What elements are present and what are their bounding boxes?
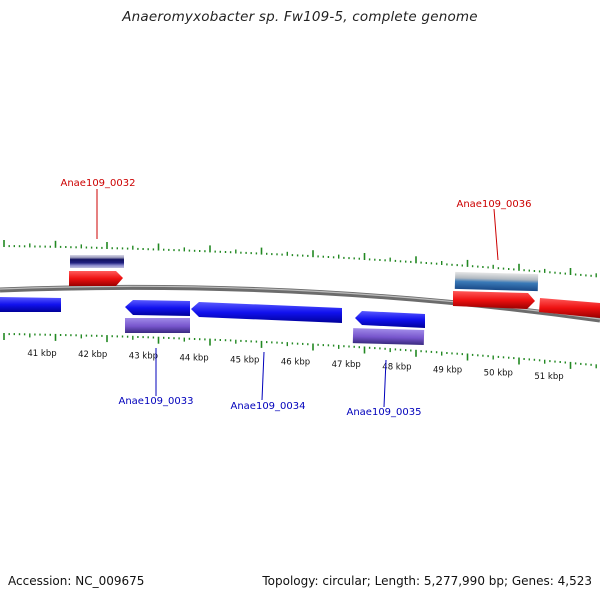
leader-line-anae109-0034 (261, 351, 265, 401)
accession-text: Accession: NC_009675 (8, 574, 145, 588)
kbp-label: 50 kbp (484, 369, 513, 379)
gene-anae109-0036[interactable] (453, 291, 535, 309)
feature-anae109-0035-product[interactable] (352, 328, 425, 345)
inner-scale-ticks (3, 333, 597, 369)
kbp-label: 46 kbp (281, 358, 310, 368)
feature-anae109-0032-product[interactable] (70, 255, 124, 268)
gene-label-anae109-0032[interactable]: Anae109_0032 (61, 178, 136, 189)
gene-label-anae109-0036[interactable]: Anae109_0036 (457, 199, 532, 210)
kbp-label: 49 kbp (433, 366, 462, 376)
genome-backbone (0, 284, 600, 323)
gene-label-anae109-0035[interactable]: Anae109_0035 (347, 407, 422, 418)
gene-anae109-0037-partial[interactable] (539, 298, 600, 318)
gene-label-anae109-0034[interactable]: Anae109_0034 (231, 401, 306, 412)
kbp-label: 43 kbp (129, 352, 158, 362)
gene-label-anae109-0033[interactable]: Anae109_0033 (119, 396, 194, 407)
feature-anae109-0033-product[interactable] (125, 318, 190, 333)
gene-anae109-0031-partial[interactable] (0, 297, 61, 312)
kbp-label: 51 kbp (534, 372, 563, 382)
gene-anae109-0032[interactable] (69, 271, 123, 286)
gene-anae109-0034[interactable] (191, 302, 342, 323)
kbp-label: 44 kbp (179, 353, 208, 363)
outer-scale-ticks (3, 240, 597, 278)
kbp-label: 48 kbp (382, 363, 411, 373)
genome-summary-text: Topology: circular; Length: 5,277,990 bp… (262, 574, 592, 588)
gene-anae109-0035[interactable] (355, 311, 425, 328)
kbp-label: 47 kbp (332, 360, 361, 370)
scale-labels: 41 kbp 42 kbp 43 kbp 44 kbp 45 kbp 46 kbp 47 k… (27, 349, 563, 382)
kbp-label: 41 kbp (27, 349, 56, 359)
feature-anae109-0036-product[interactable] (454, 271, 539, 292)
gene-anae109-0033[interactable] (125, 300, 190, 316)
page-title: Anaeromyxobacter sp. Fw109-5, complete g… (122, 9, 478, 25)
kbp-label: 45 kbp (230, 355, 259, 365)
leader-line-anae109-0035 (383, 359, 387, 408)
kbp-label: 42 kbp (78, 350, 107, 360)
leader-line-anae109-0036 (493, 208, 499, 261)
